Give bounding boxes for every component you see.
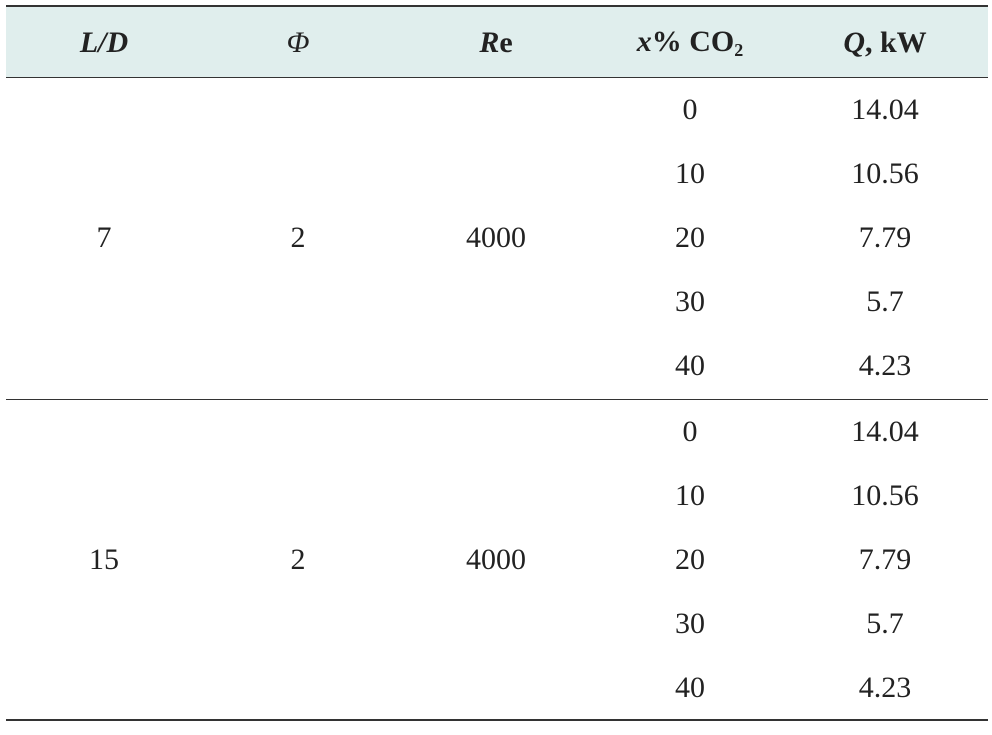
row-cell: 10 <box>675 479 705 512</box>
header-text: x <box>636 24 652 58</box>
header-rule <box>6 77 988 78</box>
group-cell: 4000 <box>466 543 526 576</box>
row-cell: 5.7 <box>866 285 904 318</box>
row-cell: 0 <box>682 93 698 126</box>
row-cell: 4.23 <box>858 671 912 704</box>
row-cell: 30 <box>675 607 705 640</box>
row-cell: 30 <box>675 285 705 318</box>
header-text: Φ <box>286 26 310 59</box>
header-cell: Q, kW <box>843 28 926 58</box>
header-cell: L/D <box>80 28 128 58</box>
row-cell: 14.04 <box>851 93 919 126</box>
row-cell: 40 <box>675 349 705 382</box>
header-band <box>6 6 988 78</box>
row-cell: 20 <box>675 543 705 576</box>
header-text: , kW <box>864 26 927 59</box>
group-cell: 4000 <box>466 221 526 254</box>
top-rule <box>6 5 988 7</box>
group-cell: 2 <box>290 221 306 254</box>
group-cell: 15 <box>89 543 119 576</box>
group-cell: 7 <box>96 221 112 254</box>
header-cell: Re <box>479 28 512 58</box>
row-cell: 0 <box>682 415 698 448</box>
header-text: Q <box>843 26 865 59</box>
row-cell: 4.23 <box>858 349 912 382</box>
row-cell: 20 <box>675 221 705 254</box>
row-cell: 7.79 <box>858 221 912 254</box>
row-cell: 14.04 <box>851 415 919 448</box>
header-text: % CO <box>651 24 735 58</box>
header-subscript: 2 <box>734 40 744 61</box>
group-rule <box>6 399 988 400</box>
row-cell: 7.79 <box>858 543 912 576</box>
header-text: e <box>499 26 513 59</box>
row-cell: 5.7 <box>866 607 904 640</box>
header-cell: x% CO2 <box>636 24 744 61</box>
header-cell: Φ <box>287 28 310 58</box>
row-cell: 10.56 <box>851 157 919 190</box>
row-cell: 40 <box>675 671 705 704</box>
header-text: R <box>479 26 500 59</box>
group-cell: 2 <box>290 543 306 576</box>
row-cell: 10.56 <box>851 479 919 512</box>
row-cell: 10 <box>675 157 705 190</box>
header-text: L/D <box>79 26 129 59</box>
bottom-rule <box>6 719 988 721</box>
